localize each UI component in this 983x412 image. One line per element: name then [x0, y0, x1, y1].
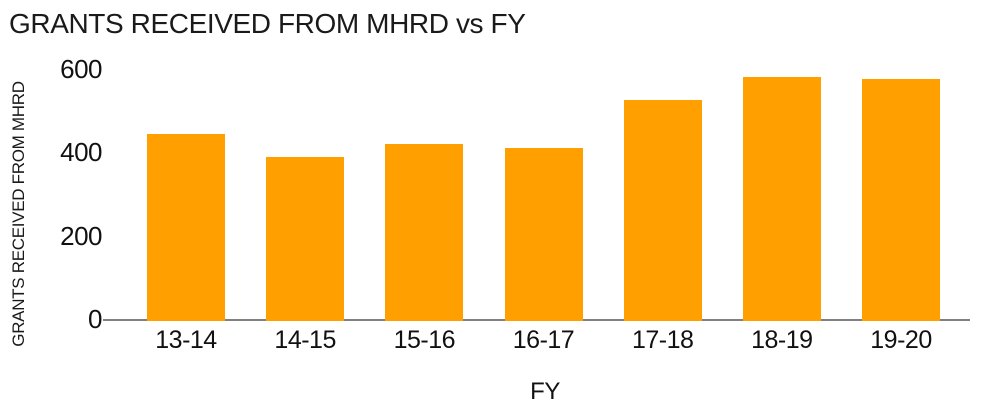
- bar-15-16: [385, 144, 464, 321]
- x-axis-tick-labels: 13-14 14-15 15-16 16-17 17-18 18-19 19-20: [103, 326, 970, 354]
- x-axis-title: FY: [530, 378, 560, 405]
- plot-area: [103, 69, 970, 321]
- chart-title: GRANTS RECEIVED FROM MHRD vs FY: [9, 8, 526, 39]
- x-tick-label: 15-16: [393, 326, 456, 354]
- x-tick-label: 16-17: [512, 326, 575, 354]
- y-tick-label: 600: [60, 54, 102, 84]
- x-tick-label: 13-14: [155, 326, 217, 354]
- x-tick-label: 14-15: [274, 326, 336, 354]
- bar-18-19: [742, 77, 821, 321]
- bar-13-14: [147, 133, 225, 321]
- x-tick-label: 17-18: [631, 326, 694, 354]
- x-tick-label: 18-19: [751, 326, 813, 354]
- x-tick-label: 19-20: [870, 326, 932, 354]
- y-tick-label: 400: [60, 137, 102, 168]
- bar-14-15: [266, 156, 345, 321]
- y-tick-label: 0: [88, 304, 102, 334]
- y-axis-tick-labels: 0 200 400 600: [0, 56, 102, 332]
- bar-16-17: [504, 148, 583, 321]
- bar-19-20: [862, 79, 941, 321]
- bar-17-18: [623, 100, 702, 321]
- y-tick-label: 200: [60, 220, 102, 251]
